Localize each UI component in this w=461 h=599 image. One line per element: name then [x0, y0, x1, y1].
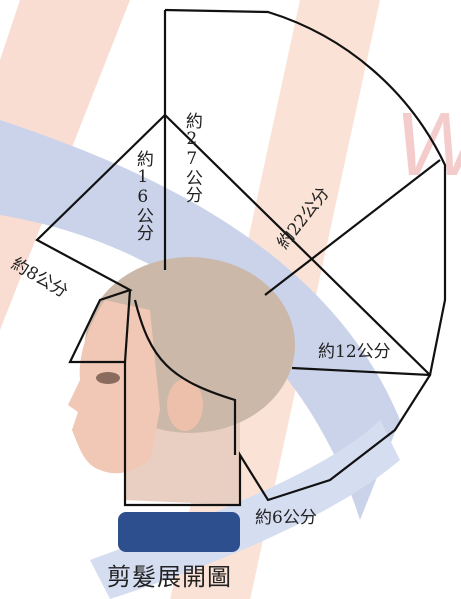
diagram-art: W [0, 0, 461, 599]
diagram-title: 剪髮展開圖 [107, 565, 232, 590]
diagram-page: W 約27公分 約16公分 約22公分 約8公分 約12公分 約6公分 剪髮展開… [0, 0, 461, 599]
label-top: 約27公分 [182, 112, 200, 203]
label-right: 約12公分 [318, 344, 391, 362]
svg-text:W: W [395, 95, 461, 195]
label-bottom: 約6公分 [255, 510, 317, 528]
label-upper: 約16公分 [133, 150, 151, 241]
